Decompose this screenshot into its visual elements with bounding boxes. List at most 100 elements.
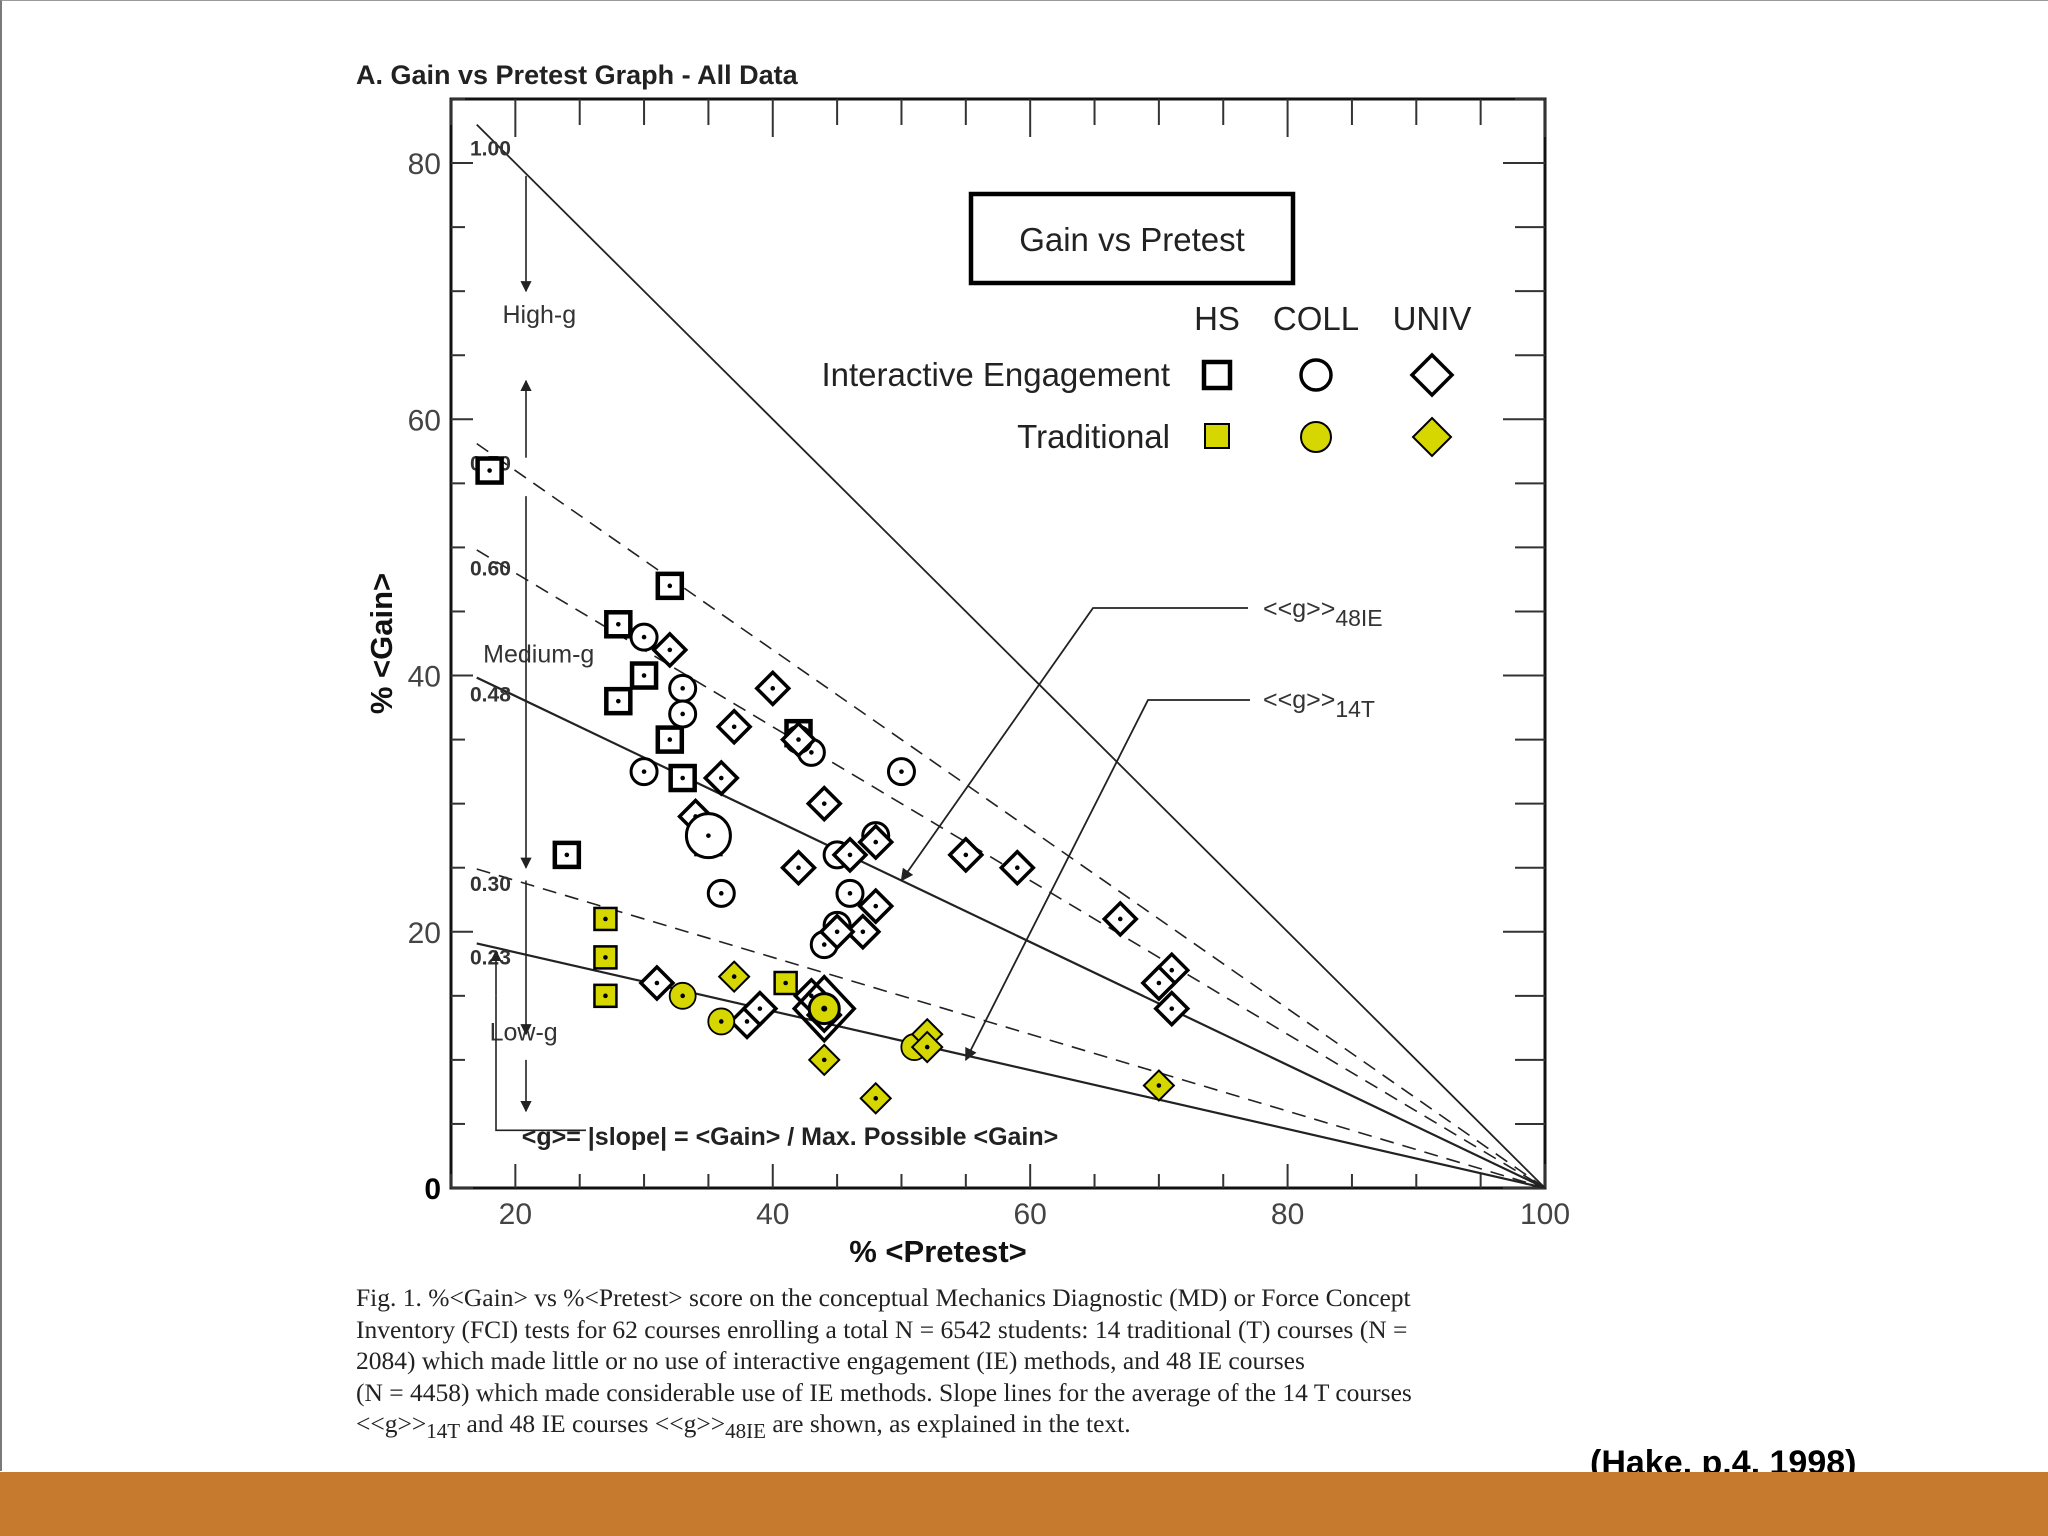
marker-center-dot [796, 865, 801, 871]
y-tick-label: 20 [408, 917, 441, 950]
slope-label: 0.48 [470, 684, 511, 707]
marker-center-dot [680, 775, 685, 781]
legend-ie-hs-square [1201, 359, 1233, 391]
marker-center-dot [1169, 967, 1175, 973]
marker-center-dot [718, 891, 724, 896]
x-tick-label: 20 [499, 1198, 532, 1231]
slope-line-0.70 [476, 442, 1545, 1188]
ie-diamond-marker-group [780, 721, 817, 759]
legend [968, 191, 1455, 458]
traditional-circle-marker-group [707, 1007, 736, 1036]
ie-circle-marker-group [629, 622, 659, 652]
ie-square-marker-group [655, 571, 685, 601]
marker-center-dot [731, 724, 737, 730]
x-tick-label: 80 [1271, 1198, 1304, 1231]
callout-leader-14t [965, 699, 1250, 1062]
y-tick-label: 0 [424, 1173, 441, 1206]
legend-column-hs: HS [1194, 300, 1240, 337]
slope-line-0.23 [476, 942, 1545, 1188]
highlight-diamond-group [791, 974, 857, 1044]
y-tick-label: 60 [408, 404, 441, 437]
caption-text: and 48 IE courses <<g>> [460, 1409, 726, 1438]
callout-label-14t: <<g>>14T [1263, 686, 1375, 722]
traditional-square-marker-group [593, 983, 618, 1009]
ie-circle-marker-group [668, 673, 698, 703]
traditional-square-marker-group [593, 945, 618, 970]
ie-diamond-marker-group [715, 708, 753, 746]
marker-center-dot [809, 993, 814, 999]
ie-diamond-marker-group [754, 669, 792, 707]
plot-frame [449, 97, 1547, 1190]
ie-diamond-marker-group [818, 913, 856, 951]
ie-diamond-marker-group [805, 785, 843, 823]
legend-row-label: Interactive Engagement [821, 356, 1170, 393]
marker-center-dot [834, 929, 840, 935]
marker-center-dot [706, 833, 711, 838]
marker-center-dot [680, 993, 685, 999]
marker-center-dot [680, 686, 685, 691]
traditional-circle-marker-group [668, 981, 697, 1010]
slope-line-0.30 [476, 868, 1545, 1188]
callout-leader-48ie [900, 607, 1248, 882]
marker-center-dot [616, 621, 621, 627]
formula-label: <g>= |slope| = <Gain> / Max. Possible <G… [522, 1123, 1058, 1151]
legend-t-univ-diamond [1411, 416, 1453, 458]
ie-square-marker-group [668, 763, 697, 793]
ie-diamond-marker-group [1140, 964, 1178, 1002]
ie-diamond-marker-group [780, 849, 817, 887]
ie-circle-marker-group [706, 878, 736, 908]
ie-diamond-marker-group [638, 964, 676, 1002]
marker-center-dot [487, 468, 492, 473]
ie-circle-marker-group [886, 757, 916, 787]
legend-t-coll-circle [1300, 421, 1332, 453]
slope-line-1.00 [476, 123, 1545, 1188]
marker-center-dot [654, 980, 660, 986]
legend-row-label: Traditional [1017, 418, 1170, 455]
caption-line: 2084) which made little or no use of int… [356, 1346, 1305, 1375]
marker-center-dot [873, 903, 879, 909]
marker-center-dot [667, 583, 673, 589]
caption-line: <<g>>14T and 48 IE courses <<g>>48IE are… [356, 1408, 1596, 1443]
marker-center-dot [718, 1019, 724, 1024]
callouts [900, 607, 1250, 1062]
traditional-diamond-marker-group [910, 1030, 944, 1064]
marker-center-dot [821, 942, 827, 947]
marker-center-dot [963, 852, 969, 858]
ie-diamond-marker-group [702, 759, 740, 797]
marker-center-dot [731, 974, 737, 979]
ie-circle-marker-group [668, 699, 698, 729]
marker-center-dot [1156, 980, 1162, 986]
marker-center-dot [603, 916, 608, 922]
marker-center-dot [796, 737, 801, 742]
marker-center-dot [873, 839, 879, 845]
marker-center-dot [718, 775, 724, 781]
marker-center-dot [603, 955, 608, 960]
marker-center-dot [667, 737, 673, 742]
marker-center-dot [667, 647, 673, 653]
marker-center-dot [924, 1044, 930, 1050]
legend-ie-univ-diamond [1409, 352, 1455, 398]
marker-center-dot [821, 1057, 827, 1063]
marker-center-dot [1117, 916, 1123, 922]
marker-center-dot [821, 1005, 828, 1012]
marker-center-dot [783, 980, 788, 986]
marker-center-dot [680, 711, 685, 717]
caption-subscript: 48IE [725, 1419, 766, 1443]
formula-leader [495, 995, 586, 1132]
marker-center-dot [1169, 1006, 1175, 1011]
ie-square-marker-group [655, 725, 685, 754]
ie-circle-marker-group [629, 757, 659, 787]
chart-title: A. Gain vs Pretest Graph - All Data [356, 60, 799, 90]
ie-square-marker-group [552, 840, 582, 870]
marker-center-dot [847, 852, 853, 858]
legend-ie-coll-circle [1299, 358, 1333, 392]
ie-circle-marker-group [835, 878, 865, 908]
traditional-square-marker-group [773, 970, 798, 996]
footer-bar [0, 1472, 2048, 1536]
marker-center-dot [641, 769, 647, 774]
ie-diamond-marker-group [998, 849, 1036, 887]
marker-center-dot [770, 686, 776, 691]
y-tick-label: 80 [408, 148, 441, 181]
marker-center-dot [873, 1096, 879, 1101]
